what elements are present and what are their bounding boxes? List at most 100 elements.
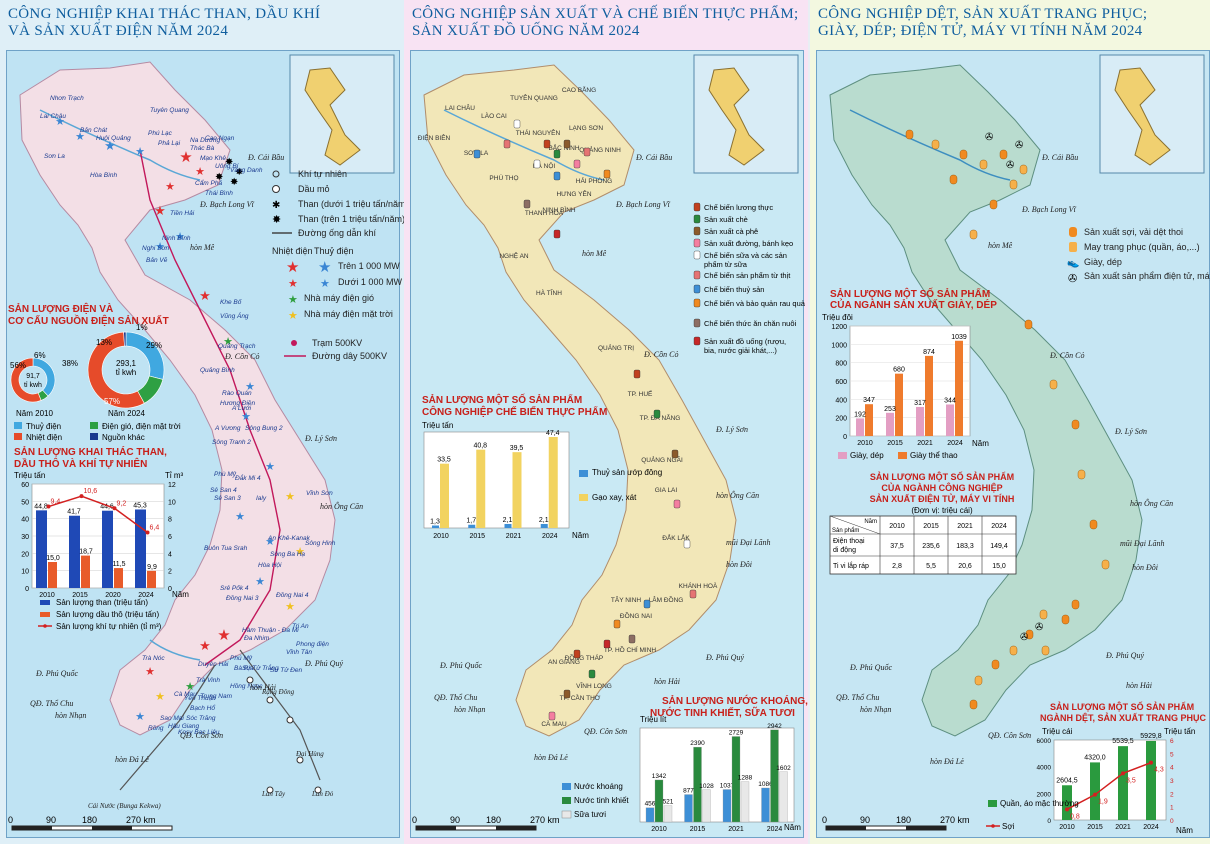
pie2010-value: 91,7: [26, 373, 40, 380]
food-bar-thuysan: [504, 523, 512, 528]
province-label: PHÚ THỌ: [489, 173, 518, 182]
shoes-bar-giay: [916, 406, 924, 436]
mining-title-2: DẦU THÔ VÀ KHÍ TỰ NHIÊN: [14, 457, 147, 470]
place-label: Trà Nóc: [142, 655, 165, 662]
island-lando: Lan Đỏ: [311, 790, 334, 798]
place-label: Sông Hinh: [305, 540, 336, 547]
drinks-label-1: 2942: [767, 723, 782, 730]
industry-marker: [603, 169, 611, 179]
island-dale: hòn Đá Lẻ: [115, 755, 149, 764]
place-label: Bản Vẽ: [146, 256, 168, 264]
legend-marker: [693, 214, 701, 224]
legend-dientu: Sản xuất sản phẩm điện tử, máy vi tính: [1084, 271, 1210, 281]
panel2-legend-svg: Chế biến lương thực Sản xuất chè Sản xuất …: [693, 202, 806, 355]
place-label: Khe Bố: [220, 298, 243, 306]
legend-label: Sản xuất đồ uống (rượu,: [704, 337, 786, 346]
shoes-ytick: 0: [843, 434, 847, 441]
legend-tram: Trạm 500KV: [312, 338, 362, 348]
province-label: ĐẮK LẮK: [662, 533, 690, 542]
power-plant-star: ★: [185, 681, 195, 693]
textile-y2tick: 2: [1170, 791, 1174, 798]
place-label: Sông Ba Hạ: [270, 551, 305, 558]
textile-marker: [1041, 645, 1050, 656]
textile-y2tick: 1: [1170, 805, 1174, 812]
place-label: Lai Châu: [40, 113, 66, 120]
food-label-gao: 39,5: [510, 445, 524, 452]
power-plant-star: ★: [155, 691, 165, 703]
mining-label-dau: 15,0: [46, 555, 60, 562]
mining-label-khi: 9,4: [51, 499, 61, 506]
textile-marker: [999, 149, 1008, 160]
drinks-bar-1: [693, 746, 702, 823]
legend-marker: [693, 270, 701, 280]
power-plant-star: ★: [145, 666, 155, 678]
place-label: Hương Điền: [220, 398, 256, 407]
mining-bar-than: [135, 509, 146, 588]
drinks-title-2: NƯỚC TINH KHIẾT, SỮA TƯƠI: [650, 706, 795, 719]
province-label: CÀ MAU: [541, 719, 567, 728]
industry-symbols: ✇✇✇✇✇: [905, 129, 1110, 710]
province-label: ĐỒNG NAI: [620, 610, 652, 620]
place-label: Phong điện: [296, 641, 329, 648]
legend-marker: [693, 318, 701, 328]
industry-marker: [653, 409, 661, 419]
power-plant-star: ★: [217, 627, 230, 644]
pie2024-slice-3: [123, 331, 127, 347]
food-title-2: CÔNG NGHIỆP CHẾ BIẾN THỰC PHẨM: [422, 405, 607, 418]
scale-270: 270 km: [530, 815, 560, 825]
industry-marker: [533, 159, 541, 169]
place-label: Sao Mai: [160, 715, 184, 722]
panel1-labels-svg: Đ. Cái Bầu Đ. Bạch Long Vĩ hòn Mê Đ. Cồn…: [8, 153, 363, 831]
place-label: Đồng Nai 4: [276, 590, 309, 599]
drinks-label-0: 1037: [720, 783, 735, 790]
mining-label-than: 45,3: [133, 502, 147, 509]
shoes-bar-giay: [856, 418, 864, 436]
industry-marker: [689, 589, 697, 599]
elec-title-1: SẢN LƯỢNG MỘT SỐ SẢN PHẨM: [870, 471, 1014, 482]
electronics-icon: ✇: [1006, 160, 1014, 171]
legend-marker: [693, 250, 701, 260]
power-plant-star: ★: [265, 536, 275, 548]
legend-giay: Giày, dép: [1084, 257, 1122, 267]
food-xtick: 2021: [506, 533, 522, 540]
mining-y2tick: 10: [168, 499, 176, 506]
electronics-icon: ✇: [1020, 632, 1028, 643]
scale-90: 90: [450, 815, 460, 825]
province-label: HƯNG YÊN: [556, 189, 591, 198]
inset-vietnam: [304, 67, 361, 166]
shoes-label-giay: 344: [944, 397, 956, 404]
mining-bar-dau: [114, 568, 123, 588]
drinks-bar-2: [740, 781, 750, 823]
textile-marker: [1039, 609, 1048, 620]
shoes-label-giay: 192: [854, 411, 866, 418]
table-corner-bottom: Sản phẩm: [832, 527, 859, 534]
legend-label: Chế biến lương thực: [704, 203, 773, 212]
province-label: QUẢNG NGÃI: [641, 455, 683, 464]
power-plant-star: ★: [55, 116, 65, 128]
place-label: Phú Mỹ: [230, 655, 253, 662]
panel-textile-electronics: CÔNG NGHIỆP DỆT, SẢN XUẤT TRANG PHỤC; GI…: [810, 0, 1210, 844]
legend-label: Chế biến thuỷ sản: [704, 285, 764, 294]
island-honme: hòn Mê: [582, 249, 607, 258]
place-label: Huội Quảng: [96, 134, 131, 142]
textile-title-1: SẢN LƯỢNG MỘT SỐ SẢN PHẨM: [1050, 701, 1194, 712]
drinks-bar-0: [684, 794, 693, 823]
vietnam-land: [19, 61, 336, 736]
food-bar-gao: [440, 463, 449, 528]
shoes-xlabel: Năm: [972, 439, 989, 448]
food-title-1: SẢN LƯỢNG MỘT SỐ SẢN PHẨM: [422, 392, 582, 406]
table-row1-value: 37,5: [890, 543, 904, 550]
legend-than-duoi: Than (dưới 1 triệu tấn/năm): [298, 199, 404, 209]
place-label: Bà Rịa: [234, 665, 254, 672]
place-label: Sê San 3: [214, 495, 241, 502]
legend-soi: Sản xuất sợi, vải dệt thoi: [1084, 227, 1183, 237]
mining-point-khi: [79, 494, 84, 499]
textile-marker: [949, 174, 958, 185]
place-label: Cao Ngạn: [205, 135, 235, 142]
industry-marker: [628, 634, 636, 644]
mining-xtick: 2010: [39, 592, 55, 599]
island-caibau: Đ. Cái Bầu: [1041, 153, 1078, 162]
province-label: LAI CHÂU: [445, 103, 475, 112]
power-plant-star: ★: [135, 711, 145, 723]
